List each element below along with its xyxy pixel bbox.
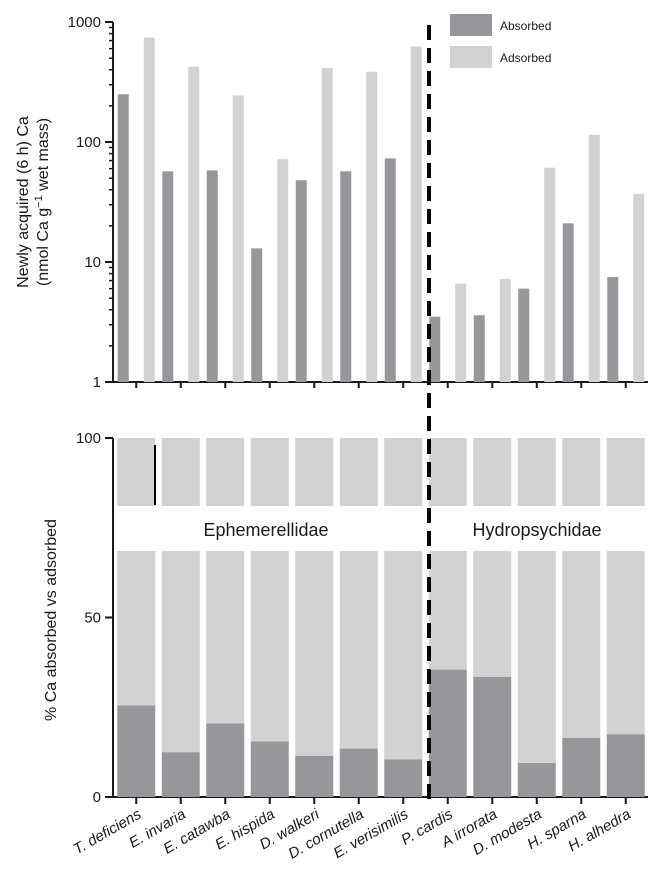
stacked-bar-adsorbed [206,438,245,724]
bar-adsorbed [633,193,645,382]
top-bars [117,37,645,383]
bar-adsorbed [321,67,333,382]
bottom-bars [117,438,645,797]
bar-absorbed [206,170,218,382]
top-y-tick-label: 100 [76,134,101,151]
stacked-bar-absorbed [606,734,645,797]
stacked-bar-adsorbed [339,438,378,749]
top-y-axis-title-units: (nmol Ca g−1 wet mass) [33,118,52,286]
bottom-x-ticks [135,797,627,804]
bar-adsorbed [499,279,511,382]
legend-label-adsorbed: Adsorbed [500,51,551,65]
stacked-bar-adsorbed [117,438,156,706]
top-y-axis-title: Newly acquired (6 h) Ca [15,116,32,288]
bar-absorbed [251,248,263,382]
top-y-tick-label: 10 [84,254,101,271]
family-label-ephemerellidae: Ephemerellidae [203,520,328,540]
bottom-y-ticks: 0 50 100 [76,430,113,806]
stacked-bar-absorbed [339,748,378,797]
bar-adsorbed [143,37,155,382]
bar-absorbed [162,171,174,382]
bar-absorbed [429,316,441,382]
stacked-bar-absorbed [117,705,156,797]
bar-absorbed [117,94,129,383]
bottom-panel: 0 50 100 Ephemerellidae Hydropsychidae T. … [43,430,649,863]
bar-adsorbed [366,71,378,382]
legend: Absorbed Adsorbed [450,14,551,68]
legend-label-absorbed: Absorbed [500,19,551,33]
top-panel: 1 10 100 1000 Newly acquired (6 h) Ca (nmol… [15,14,648,391]
legend-swatch-absorbed [450,14,492,36]
top-y-tick-label: 1000 [68,14,101,31]
top-x-ticks [135,382,627,388]
bar-adsorbed [410,46,422,383]
bar-absorbed [518,288,530,382]
bar-absorbed [473,315,485,382]
stacked-bar-adsorbed [606,438,645,735]
bottom-y-tick-label: 100 [76,430,101,447]
bar-absorbed [607,276,619,382]
stacked-bar-adsorbed [562,438,601,738]
bar-adsorbed [544,167,556,382]
top-y-tick-label: 1 [93,374,101,391]
stacked-bar-adsorbed [473,438,512,677]
stacked-bar-absorbed [250,741,289,797]
family-label-band [114,506,649,551]
bar-adsorbed [277,159,289,382]
stacked-bar-absorbed [295,755,334,797]
stacked-bar-adsorbed [384,438,423,760]
stacked-bar-adsorbed [250,438,289,742]
bar-adsorbed [232,95,244,382]
stacked-bar-absorbed [517,762,556,797]
stacked-bar-absorbed [428,669,467,797]
stacked-bar-adsorbed [161,438,200,753]
family-label-hydropsychidae: Hydropsychidae [472,520,601,540]
bar-absorbed [295,180,307,382]
bar-adsorbed [188,66,200,383]
bar-absorbed [340,171,352,382]
bottom-y-axis-title: % Ca absorbed vs adsorbed [43,519,60,721]
bottom-y-tick-label: 0 [93,789,101,806]
top-y-ticks: 1 10 100 1000 [68,14,113,391]
stacked-bar-absorbed [384,759,423,797]
stacked-bar-absorbed [161,752,200,797]
stacked-bar-absorbed [206,723,245,797]
stacked-bar-adsorbed [295,438,334,756]
stacked-bar-absorbed [562,737,601,797]
stacked-bar-adsorbed [428,438,467,670]
stacked-bar-adsorbed [517,438,556,763]
bar-absorbed [384,158,396,382]
bar-absorbed [562,223,574,382]
stacked-bar-absorbed [473,676,512,797]
bar-adsorbed [455,283,467,382]
bar-adsorbed [588,134,600,382]
legend-swatch-adsorbed [450,46,492,68]
bottom-y-tick-label: 50 [84,610,101,627]
